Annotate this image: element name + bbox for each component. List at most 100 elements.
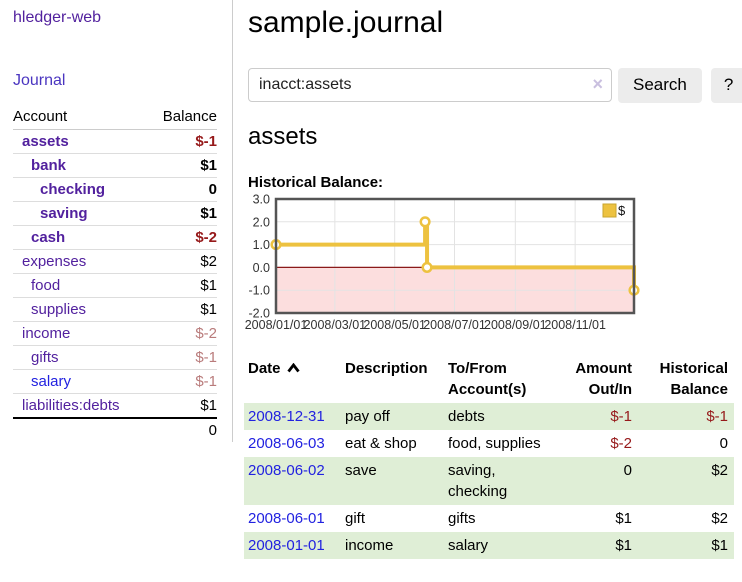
- svg-text:1.0: 1.0: [253, 238, 270, 252]
- search-box: ×: [248, 68, 612, 102]
- transaction-row: 2008-12-31 pay off debts $-1 $-1: [244, 402, 734, 430]
- account-link[interactable]: income: [22, 325, 71, 342]
- clear-search-icon[interactable]: ×: [592, 74, 603, 94]
- account-balance: $1: [148, 393, 217, 418]
- svg-text:2008/07/01: 2008/07/01: [423, 318, 486, 332]
- transaction-row: 2008-06-02 save saving, checking 0 $2: [244, 456, 734, 505]
- account-row: supplies $1: [13, 297, 217, 322]
- account-link[interactable]: saving: [40, 205, 88, 222]
- svg-text:2008/01/01: 2008/01/01: [245, 318, 308, 332]
- account-balance: $1: [148, 273, 217, 298]
- svg-text:3.0: 3.0: [253, 194, 270, 207]
- sidebar-item-journal[interactable]: Journal: [13, 72, 66, 89]
- help-button[interactable]: ?: [710, 67, 742, 103]
- register-header-date[interactable]: Date: [244, 355, 341, 403]
- account-link[interactable]: food: [31, 277, 61, 294]
- main-content: sample.journal × Search ? assets Histori…: [244, 0, 742, 559]
- transaction-date-link[interactable]: 2008-06-01: [248, 509, 325, 527]
- transaction-date-link[interactable]: 2008-06-03: [248, 434, 325, 452]
- account-balance: $-1: [195, 133, 217, 150]
- register-header-amount: Amount Out/In: [575, 359, 632, 398]
- svg-text:-2.0: -2.0: [248, 306, 270, 320]
- svg-text:2008/05/01: 2008/05/01: [363, 318, 426, 332]
- account-link[interactable]: cash: [31, 229, 66, 246]
- transaction-balance: $1: [711, 536, 728, 554]
- transaction-balance: $2: [711, 461, 728, 479]
- transaction-amount: $-1: [610, 407, 632, 425]
- svg-text:-1.0: -1.0: [248, 283, 270, 297]
- transaction-date-link[interactable]: 2008-01-01: [248, 536, 325, 554]
- register-table-body: 2008-12-31 pay off debts $-1 $-1 2008-06-03 ea…: [244, 402, 734, 559]
- account-row: checking 0: [13, 177, 217, 202]
- account-row: gifts $-1: [13, 345, 217, 370]
- account-row: income $-2: [13, 321, 217, 346]
- account-balance: $-2: [148, 321, 217, 346]
- transaction-row: 2008-06-01 gift gifts $1 $2: [244, 505, 734, 532]
- accounts-total-row: 0: [13, 417, 217, 442]
- accounts-total: 0: [148, 417, 217, 442]
- register-header-accounts: To/From Account(s): [448, 359, 527, 398]
- transaction-amount: $-2: [610, 434, 632, 452]
- account-balance: $-2: [148, 225, 217, 250]
- account-link[interactable]: bank: [31, 157, 67, 174]
- transaction-balance: 0: [719, 434, 728, 452]
- account-balance: $-1: [148, 345, 217, 370]
- transaction-amount: 0: [623, 461, 632, 479]
- transaction-accounts: food, supplies: [448, 434, 541, 452]
- account-link[interactable]: assets: [22, 133, 69, 150]
- account-link[interactable]: checking: [40, 181, 106, 198]
- svg-text:2008/11/01: 2008/11/01: [544, 318, 606, 332]
- account-row: salary $-1: [13, 369, 217, 394]
- register-header-description: Description: [345, 359, 428, 377]
- transaction-date-link[interactable]: 2008-06-02: [248, 461, 325, 479]
- account-row: liabilities:debts $1: [13, 393, 217, 418]
- transaction-row: 2008-01-01 income salary $1 $1: [244, 531, 734, 559]
- account-link[interactable]: gifts: [31, 349, 59, 366]
- transaction-description: save: [345, 461, 377, 479]
- account-balance: $1: [148, 297, 217, 322]
- transaction-amount: $1: [615, 509, 632, 527]
- svg-text:2008/09/01: 2008/09/01: [484, 318, 547, 332]
- historical-balance-chart: $3.0 2.0 1.0 0.0 -1.0 -2.0 2008/01/01 2008/03/0…: [244, 192, 740, 343]
- register-table: Date Description To/From Account(s) Amou…: [244, 355, 734, 559]
- transaction-date-link[interactable]: 2008-12-31: [248, 407, 325, 425]
- register-header-row: Date Description To/From Account(s) Amou…: [244, 355, 734, 403]
- transaction-balance: $2: [711, 509, 728, 527]
- transaction-description: eat & shop: [345, 434, 417, 452]
- account-link[interactable]: expenses: [22, 253, 87, 270]
- account-balance: $1: [148, 201, 217, 226]
- transaction-row: 2008-06-03 eat & shop food, supplies $-2 0: [244, 430, 734, 457]
- brand-link[interactable]: hledger-web: [13, 9, 102, 26]
- transaction-accounts: saving, checking: [448, 461, 508, 500]
- account-link[interactable]: supplies: [31, 301, 87, 318]
- transaction-accounts: salary: [448, 536, 489, 554]
- account-balance: 0: [148, 177, 217, 202]
- account-link[interactable]: liabilities:debts: [22, 397, 120, 414]
- svg-text:$: $: [618, 203, 626, 218]
- page-title: sample.journal: [248, 6, 444, 39]
- account-heading: assets: [248, 122, 318, 150]
- account-row: cash $-2: [13, 225, 217, 250]
- account-balance: $1: [148, 153, 217, 178]
- transaction-description: income: [345, 536, 394, 554]
- accounts-header-balance: Balance: [148, 105, 217, 130]
- svg-text:0.0: 0.0: [253, 260, 270, 274]
- sort-ascending-icon: [286, 362, 300, 372]
- transaction-amount: $1: [615, 536, 632, 554]
- register-header-balance: Historical Balance: [659, 359, 728, 398]
- account-link[interactable]: salary: [31, 373, 72, 390]
- sidebar: hledger-web Journal Account Balance asse…: [0, 0, 233, 442]
- svg-text:2.0: 2.0: [253, 215, 270, 229]
- chart-svg: $3.0 2.0 1.0 0.0 -1.0 -2.02008/01/012008/03/0…: [245, 192, 640, 332]
- account-balance: $2: [148, 249, 217, 274]
- account-row: assets $-1: [13, 130, 217, 154]
- search-form: × Search ?: [248, 67, 742, 103]
- accounts-table: Account Balance assets $-1 bank $1 checking 0…: [13, 105, 217, 442]
- account-row: saving $1: [13, 201, 217, 226]
- transaction-description: pay off: [345, 407, 390, 425]
- date-header-label: Date: [248, 359, 281, 377]
- transaction-accounts: debts: [448, 407, 485, 425]
- accounts-header-account: Account: [13, 105, 149, 130]
- search-button[interactable]: Search: [618, 67, 702, 103]
- search-input[interactable]: [248, 68, 612, 102]
